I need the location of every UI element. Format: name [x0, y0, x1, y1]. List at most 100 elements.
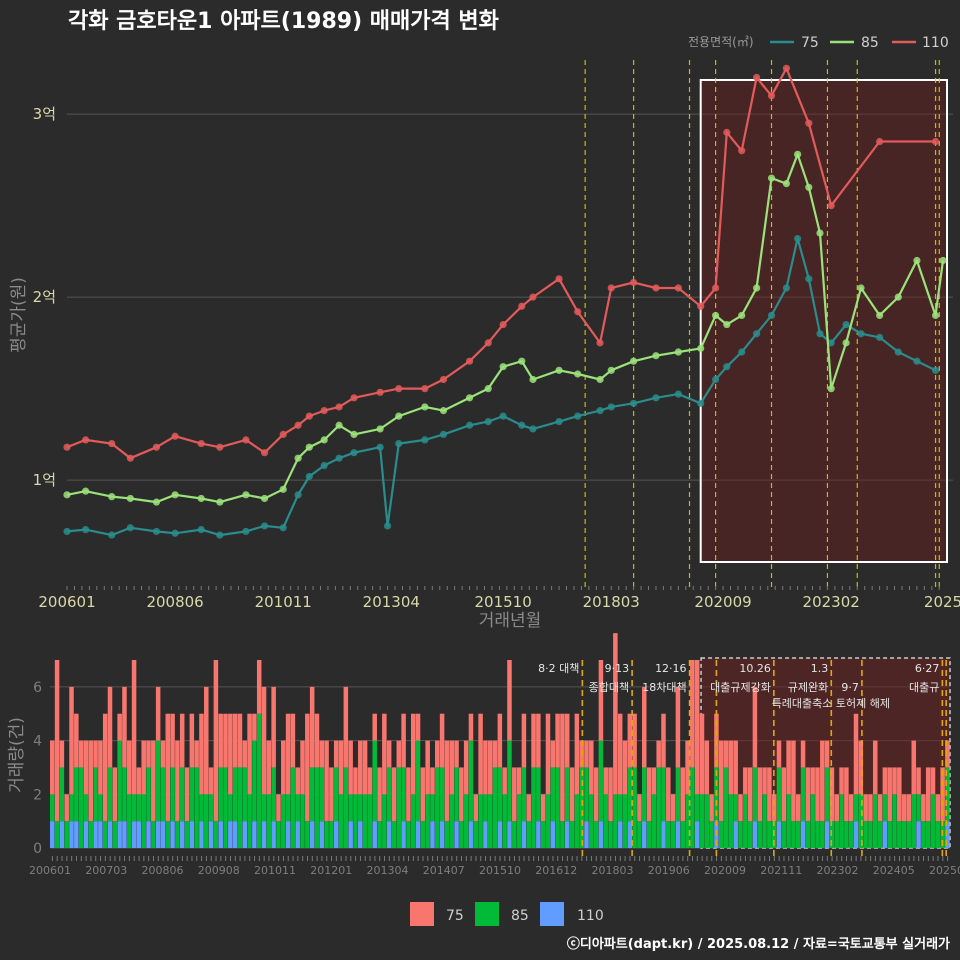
volume-bar-75 — [435, 740, 440, 768]
volume-bar-85 — [401, 767, 406, 822]
volume-bar-85 — [844, 821, 849, 848]
volume-bar-75 — [906, 794, 912, 822]
volume-bar-85 — [189, 767, 195, 822]
volume-bar-85 — [916, 794, 921, 822]
series-point-75-20 — [439, 430, 448, 439]
series-point-85-36 — [753, 284, 761, 292]
volume-bar-75 — [430, 767, 435, 795]
volume-bar-75 — [555, 713, 560, 768]
volume-bar-85 — [786, 794, 791, 848]
volume-bar-85 — [795, 821, 801, 848]
volume-bar-85 — [50, 794, 55, 822]
volume-bar-85 — [410, 794, 416, 848]
volume-bar-85 — [848, 821, 854, 848]
series-point-75-17 — [383, 522, 392, 530]
volume-bar-75 — [584, 740, 589, 768]
volume-bar-75 — [300, 740, 305, 795]
series-point-75-8 — [242, 527, 250, 536]
volume-bar-75 — [824, 740, 830, 768]
volume-bar-85 — [598, 740, 604, 822]
series-point-110-15 — [350, 394, 358, 402]
volume-bar-110 — [776, 821, 782, 848]
volume-bar-85 — [863, 821, 868, 848]
volume-bar-75 — [160, 740, 166, 768]
series-point-85-18 — [421, 403, 429, 411]
volume-x-tick-label-6: 201304 — [367, 864, 409, 877]
volume-bar-75 — [800, 740, 806, 768]
policy-annotation-0-line1: 8·2 대책 — [538, 662, 579, 675]
volume-bar-110 — [358, 821, 363, 848]
volume-bar-110 — [261, 821, 267, 848]
series-point-75-30 — [630, 399, 638, 407]
series-point-75-12 — [305, 472, 313, 481]
series-point-85-14 — [335, 421, 343, 429]
volume-bar-85 — [608, 821, 613, 848]
series-point-85-35 — [738, 311, 746, 320]
volume-bar-75 — [853, 713, 859, 795]
volume-bar-75 — [112, 767, 118, 822]
series-point-75-47 — [894, 348, 902, 356]
volume-bar-85 — [911, 794, 917, 848]
series-point-110-27 — [596, 339, 604, 347]
series-point-75-31 — [652, 394, 660, 402]
volume-bar-85 — [545, 794, 551, 848]
volume-bar-75 — [733, 740, 738, 795]
series-point-75-25 — [529, 425, 537, 433]
series-point-75-46 — [876, 333, 884, 341]
volume-bar-110 — [199, 821, 204, 848]
volume-bar-85 — [752, 767, 758, 822]
volume-bar-75 — [329, 767, 334, 822]
volume-bar-75 — [483, 740, 488, 795]
volume-bar-75 — [218, 713, 223, 768]
volume-bar-85 — [425, 794, 430, 848]
series-point-110-24 — [529, 293, 537, 301]
volume-bar-85 — [102, 821, 108, 848]
volume-bar-110 — [824, 821, 830, 848]
volume-bar-75 — [64, 794, 69, 822]
volume-bar-75 — [305, 713, 310, 822]
volume-bar-85 — [853, 794, 859, 822]
series-point-110-41 — [876, 137, 884, 146]
series-point-110-11 — [294, 421, 302, 429]
volume-bar-85 — [439, 767, 445, 822]
volume-bar-85 — [218, 767, 223, 822]
legend-label-85: 85 — [861, 35, 879, 51]
series-point-75-48 — [913, 357, 921, 365]
series-point-75-19 — [421, 436, 429, 444]
volume-bar-85 — [391, 821, 397, 848]
volume-bar-85 — [632, 767, 637, 848]
series-point-110-35 — [738, 147, 746, 155]
legend-swatch-85 — [475, 902, 499, 926]
volume-bar-110 — [627, 821, 633, 848]
volume-bar-85 — [718, 821, 724, 848]
volume-bar-85 — [112, 821, 118, 848]
volume-bar-85 — [685, 794, 690, 848]
series-point-85-30 — [652, 352, 660, 360]
volume-bar-75 — [564, 713, 570, 768]
volume-bar-110 — [430, 821, 435, 848]
volume-bar-85 — [160, 767, 166, 822]
volume-bar-75 — [271, 686, 276, 768]
volume-bar-110 — [507, 821, 512, 848]
volume-y-ticks: 0 2 4 6 — [33, 680, 42, 857]
series-point-85-3 — [126, 494, 134, 503]
policy-annotation-3-line1: 10.26 — [739, 662, 771, 675]
volume-bar-75 — [189, 713, 195, 768]
volume-bar-85 — [83, 794, 89, 822]
volume-bar-85 — [295, 794, 300, 822]
volume-bar-75 — [74, 713, 79, 768]
volume-bar-110 — [122, 821, 127, 848]
volume-bar-85 — [362, 794, 368, 848]
policy-annotation-5-line2: 9·7 — [841, 681, 859, 694]
volume-bar-75 — [372, 713, 377, 741]
volume-bar-85 — [454, 767, 459, 822]
volume-bar-75 — [637, 794, 642, 822]
volume-bar-110 — [59, 821, 65, 848]
volume-bar-85 — [386, 767, 392, 822]
volume-bar-75 — [738, 794, 743, 822]
volume-bar-85 — [901, 821, 907, 848]
volume-bar-85 — [526, 821, 531, 848]
series-point-75-42 — [816, 330, 824, 338]
volume-bar-85 — [762, 794, 767, 848]
